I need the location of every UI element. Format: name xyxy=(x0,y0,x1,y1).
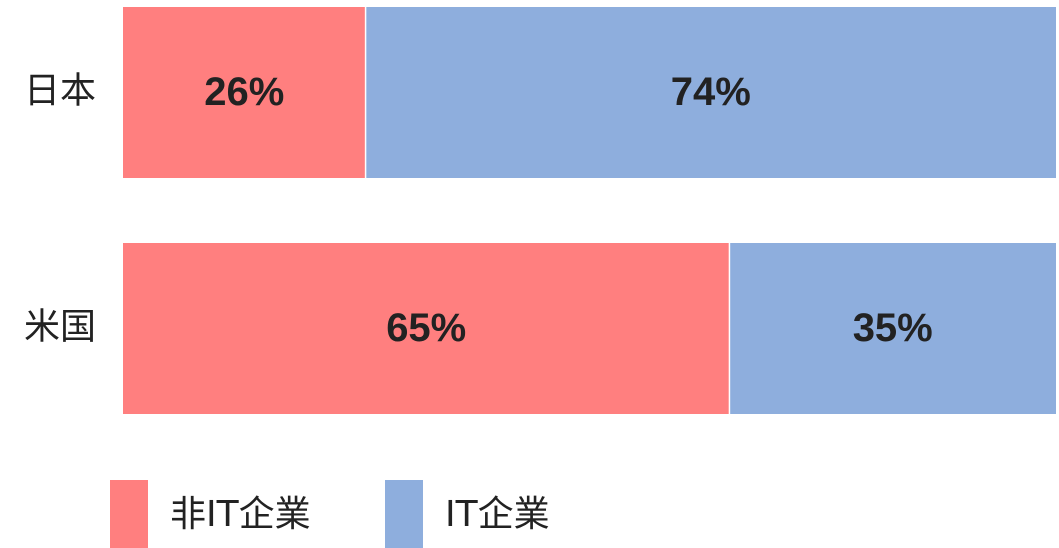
bar-segment xyxy=(365,7,1057,178)
value-label: 26% xyxy=(204,70,284,114)
bar-segment xyxy=(123,7,366,178)
legend-swatch xyxy=(385,480,423,548)
bar-segment xyxy=(123,243,730,414)
category-label: 日本 xyxy=(24,71,96,112)
legend-label: IT企業 xyxy=(445,494,550,535)
category-label: 米国 xyxy=(24,307,96,348)
legend-swatch xyxy=(110,480,148,548)
value-label: 35% xyxy=(853,306,933,350)
bar-segment xyxy=(729,243,1056,414)
legend-label: 非IT企業 xyxy=(170,494,311,535)
value-label: 65% xyxy=(386,306,466,350)
value-label: 74% xyxy=(671,70,751,114)
